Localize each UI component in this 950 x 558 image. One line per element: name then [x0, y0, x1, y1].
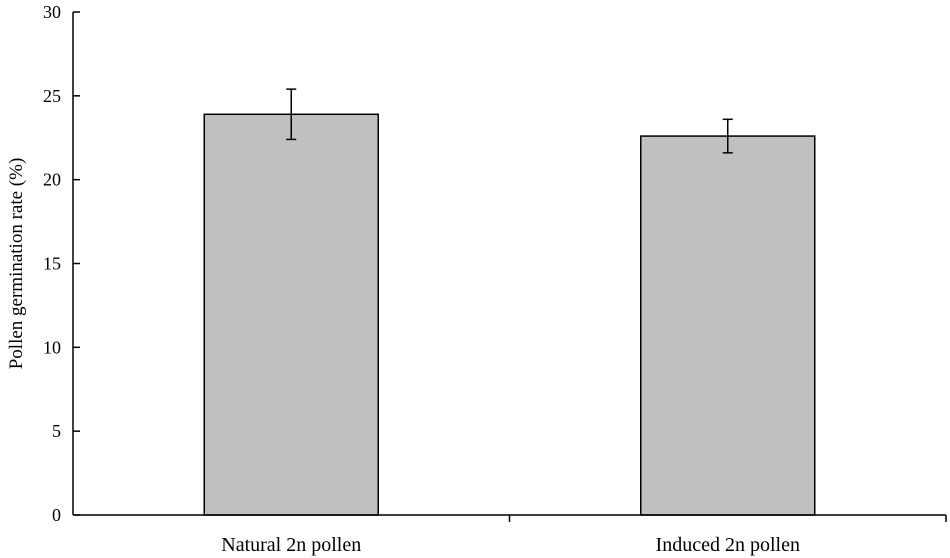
y-tick-label: 25 — [43, 86, 61, 106]
y-axis-ticks: 0 5 10 15 20 25 30 — [43, 2, 80, 525]
x-category-label: Natural 2n pollen — [221, 534, 361, 556]
y-tick-label: 10 — [43, 337, 61, 357]
bar-2 — [640, 135, 816, 516]
error-bar-2 — [722, 118, 733, 154]
error-bars — [286, 88, 733, 154]
y-tick-label: 20 — [43, 170, 61, 190]
y-tick-label: 0 — [52, 505, 61, 525]
y-tick-label: 5 — [52, 421, 61, 441]
bar-1 — [203, 113, 379, 516]
y-tick-label: 30 — [43, 2, 61, 22]
bars — [203, 113, 816, 516]
x-category-label: Induced 2n pollen — [656, 534, 800, 556]
y-axis-title: Pollen germination rate (%) — [6, 158, 27, 370]
error-bar-1 — [286, 88, 297, 141]
y-tick-label: 15 — [43, 254, 61, 274]
x-axis-categories: Natural 2n pollen Induced 2n pollen — [221, 515, 947, 556]
